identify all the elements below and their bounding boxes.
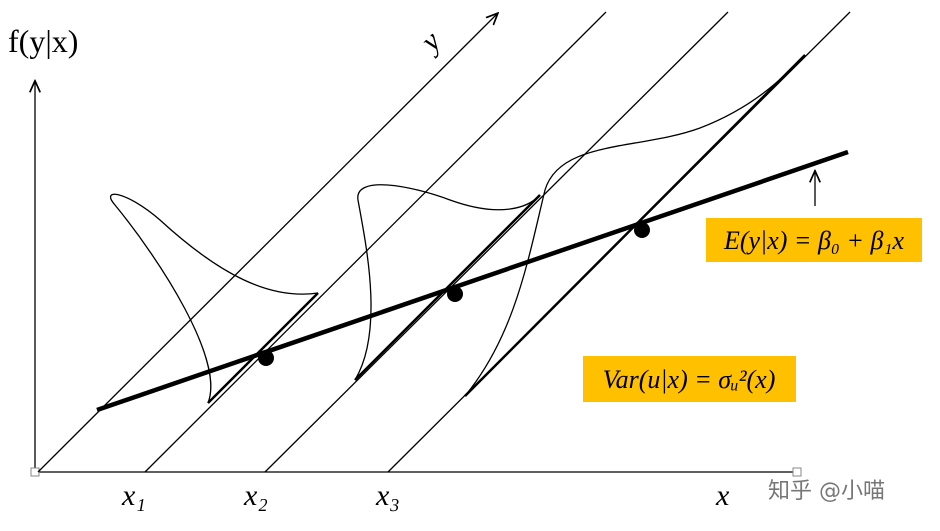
x-point-label: x₁ — [121, 479, 146, 512]
axis-end-marker — [792, 467, 802, 477]
density-curve — [354, 184, 541, 381]
watermark: 知乎 @小喵 — [768, 479, 885, 504]
origin-marker — [30, 467, 40, 477]
vertical-axis-label: f(y|x) — [8, 23, 78, 59]
horizontal-axis-label: x — [715, 479, 730, 512]
mean-point — [258, 350, 274, 366]
mean-point — [447, 286, 463, 302]
x-point-label: x₃ — [375, 479, 400, 512]
parallel-line — [264, 11, 729, 473]
equation-box — [706, 218, 922, 262]
mean-equation: E(y|x) = β₀ + β₁x — [723, 226, 904, 255]
variance-equation: Var(u|x) = σᵤ²(x) — [603, 365, 776, 394]
density-base — [207, 292, 319, 404]
equation-box — [583, 356, 796, 402]
mean-point — [634, 222, 650, 238]
regression-line — [96, 149, 849, 413]
y-axis-diagonal — [37, 14, 497, 473]
density-curve — [464, 54, 806, 397]
density-curve — [109, 193, 319, 404]
x-point-label: x₂ — [243, 479, 268, 512]
parallel-line — [144, 11, 607, 473]
